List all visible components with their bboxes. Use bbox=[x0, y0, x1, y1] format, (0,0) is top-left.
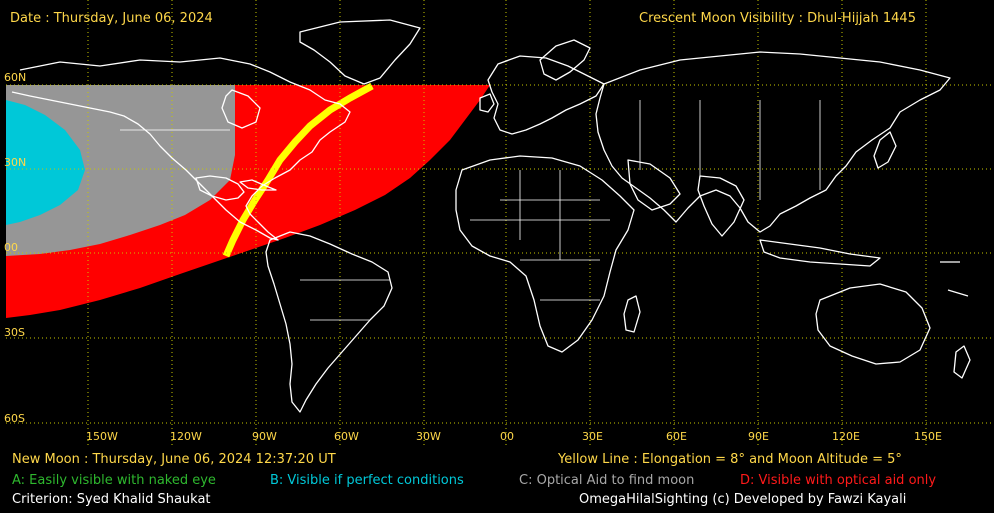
lon-label-150e: 150E bbox=[914, 430, 942, 443]
lon-label-30w: 30W bbox=[416, 430, 441, 443]
arabian-peninsula bbox=[627, 159, 681, 211]
new-moon-info: New Moon : Thursday, June 06, 2024 12:37… bbox=[12, 452, 336, 467]
greenland bbox=[299, 19, 421, 85]
hudson-bay bbox=[221, 89, 261, 129]
criterion: Criterion: Syed Khalid Shaukat bbox=[12, 492, 211, 507]
grid bbox=[6, 0, 994, 445]
british-isles bbox=[479, 93, 495, 113]
yellow-line-info: Yellow Line : Elongation = 8° and Moon A… bbox=[558, 452, 902, 467]
legend-a: A: Easily visible with naked eye bbox=[12, 473, 216, 488]
lat-label-60s: 60S bbox=[4, 412, 25, 425]
asia-outline bbox=[595, 51, 951, 233]
lon-label-90w: 90W bbox=[252, 430, 277, 443]
lon-label-60w: 60W bbox=[334, 430, 359, 443]
scandinavia bbox=[539, 39, 591, 81]
north-america-outline bbox=[11, 57, 351, 241]
europe-outline bbox=[487, 55, 605, 135]
country-borders bbox=[120, 100, 821, 321]
map-title: Crescent Moon Visibility : Dhul-Hijjah 1… bbox=[639, 11, 916, 26]
cuba bbox=[239, 179, 277, 191]
south-america-outline bbox=[265, 231, 393, 413]
lat-label-00: 00 bbox=[4, 241, 18, 254]
coastlines bbox=[11, 19, 971, 413]
lon-label-120w: 120W bbox=[170, 430, 202, 443]
pacific-islands bbox=[940, 261, 969, 297]
japan bbox=[873, 131, 897, 169]
lat-label-60n: 60N bbox=[4, 71, 27, 84]
gulf-of-mexico bbox=[195, 175, 245, 201]
legend-d: D: Visible with optical aid only bbox=[740, 473, 937, 488]
lon-label-00: 00 bbox=[500, 430, 514, 443]
zone-c-grey bbox=[6, 85, 235, 256]
lon-label-30e: 30E bbox=[582, 430, 603, 443]
africa-outline bbox=[455, 155, 635, 353]
zone-b-cyan bbox=[6, 100, 85, 225]
lat-label-30s: 30S bbox=[4, 326, 25, 339]
australia-outline bbox=[815, 283, 931, 365]
new-zealand bbox=[953, 345, 971, 379]
date-label: Date : Thursday, June 06, 2024 bbox=[10, 11, 213, 26]
lon-label-150w: 150W bbox=[86, 430, 118, 443]
lat-label-30n: 30N bbox=[4, 156, 27, 169]
legend-c: C: Optical Aid to find moon bbox=[519, 473, 695, 488]
india bbox=[697, 175, 745, 237]
legend-b: B: Visible if perfect conditions bbox=[270, 473, 464, 488]
madagascar bbox=[623, 295, 641, 333]
lon-label-120e: 120E bbox=[832, 430, 860, 443]
yellow-line bbox=[222, 82, 374, 258]
lon-label-90e: 90E bbox=[748, 430, 769, 443]
lon-label-60e: 60E bbox=[666, 430, 687, 443]
indonesia bbox=[759, 239, 881, 267]
credit: OmegaHilalSighting (c) Developed by Fawz… bbox=[579, 492, 907, 507]
